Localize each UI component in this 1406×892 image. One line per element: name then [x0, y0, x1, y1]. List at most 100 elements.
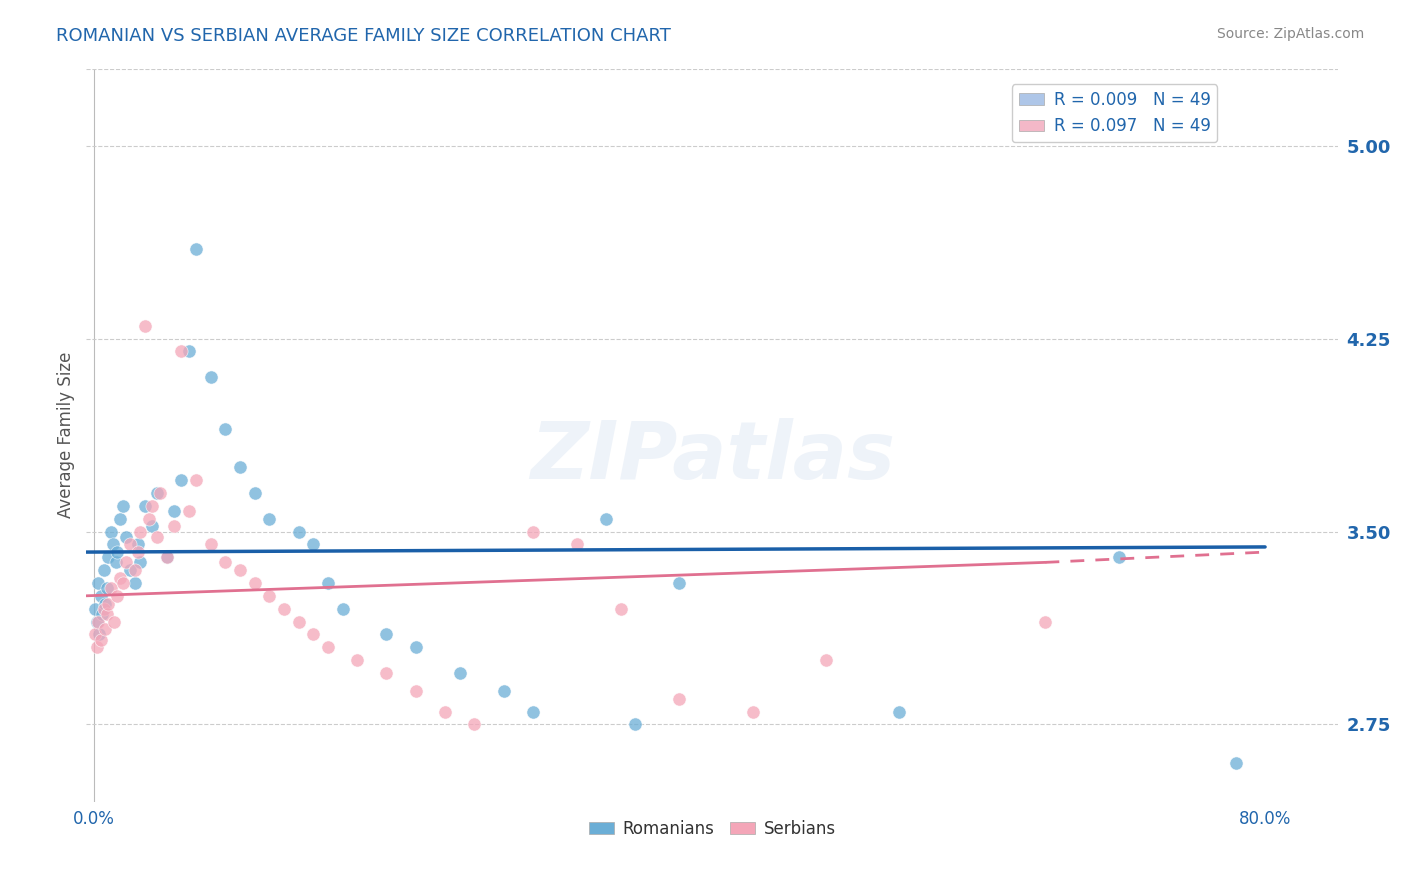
Point — [1035, 615, 1057, 629]
Text: ZIPatlas: ZIPatlas — [530, 418, 894, 496]
Point — [93, 563, 115, 577]
Point — [302, 537, 325, 551]
Point — [101, 537, 124, 551]
Point — [375, 627, 398, 641]
Point — [141, 499, 163, 513]
Point — [163, 504, 186, 518]
Point — [87, 576, 110, 591]
Point — [89, 627, 111, 641]
Point — [145, 486, 167, 500]
Point — [127, 545, 149, 559]
Point — [200, 370, 222, 384]
Point — [145, 530, 167, 544]
Point — [1225, 756, 1247, 770]
Point — [84, 601, 107, 615]
Point — [565, 537, 588, 551]
Point — [111, 499, 134, 513]
Point — [163, 519, 186, 533]
Point — [97, 597, 120, 611]
Text: ROMANIAN VS SERBIAN AVERAGE FAMILY SIZE CORRELATION CHART: ROMANIAN VS SERBIAN AVERAGE FAMILY SIZE … — [56, 27, 671, 45]
Point — [287, 615, 309, 629]
Point — [243, 576, 266, 591]
Point — [120, 537, 142, 551]
Point — [148, 486, 170, 500]
Point — [214, 555, 236, 569]
Point — [100, 524, 122, 539]
Point — [200, 537, 222, 551]
Point — [108, 571, 131, 585]
Point — [105, 545, 128, 559]
Point — [114, 530, 136, 544]
Point — [814, 653, 837, 667]
Point — [668, 576, 690, 591]
Point — [259, 511, 281, 525]
Point — [463, 717, 485, 731]
Point — [129, 555, 152, 569]
Legend: Romanians, Serbians: Romanians, Serbians — [582, 814, 842, 845]
Y-axis label: Average Family Size: Average Family Size — [58, 351, 75, 518]
Point — [103, 615, 125, 629]
Point — [86, 615, 108, 629]
Point — [108, 511, 131, 525]
Point — [405, 640, 427, 655]
Point — [243, 486, 266, 500]
Point — [375, 665, 398, 680]
Point — [405, 684, 427, 698]
Point — [105, 589, 128, 603]
Point — [492, 684, 515, 698]
Point — [84, 627, 107, 641]
Point — [100, 581, 122, 595]
Point — [114, 555, 136, 569]
Point — [94, 622, 117, 636]
Point — [449, 665, 471, 680]
Text: Source: ZipAtlas.com: Source: ZipAtlas.com — [1216, 27, 1364, 41]
Point — [184, 242, 207, 256]
Point — [94, 597, 117, 611]
Point — [316, 576, 339, 591]
Point — [87, 615, 110, 629]
Point — [129, 524, 152, 539]
Point — [887, 705, 910, 719]
Point — [287, 524, 309, 539]
Point — [111, 576, 134, 591]
Point — [1108, 550, 1130, 565]
Point — [184, 473, 207, 487]
Point — [316, 640, 339, 655]
Point — [170, 344, 193, 359]
Point — [124, 576, 146, 591]
Point — [156, 550, 179, 565]
Point — [96, 607, 118, 621]
Point — [595, 511, 617, 525]
Point — [214, 422, 236, 436]
Point — [134, 499, 156, 513]
Point — [522, 705, 544, 719]
Point — [93, 601, 115, 615]
Point — [229, 563, 252, 577]
Point — [177, 504, 200, 518]
Point — [434, 705, 457, 719]
Point — [104, 555, 127, 569]
Point — [124, 563, 146, 577]
Point — [120, 563, 142, 577]
Point — [156, 550, 179, 565]
Point — [96, 581, 118, 595]
Point — [332, 601, 354, 615]
Point — [86, 640, 108, 655]
Point — [90, 589, 112, 603]
Point — [610, 601, 633, 615]
Point — [170, 473, 193, 487]
Point — [229, 460, 252, 475]
Point — [134, 318, 156, 333]
Point — [90, 632, 112, 647]
Point — [522, 524, 544, 539]
Point — [177, 344, 200, 359]
Point — [127, 537, 149, 551]
Point — [624, 717, 647, 731]
Point — [91, 607, 114, 621]
Point — [346, 653, 368, 667]
Point — [741, 705, 763, 719]
Point — [273, 601, 295, 615]
Point — [141, 519, 163, 533]
Point — [138, 511, 160, 525]
Point — [668, 691, 690, 706]
